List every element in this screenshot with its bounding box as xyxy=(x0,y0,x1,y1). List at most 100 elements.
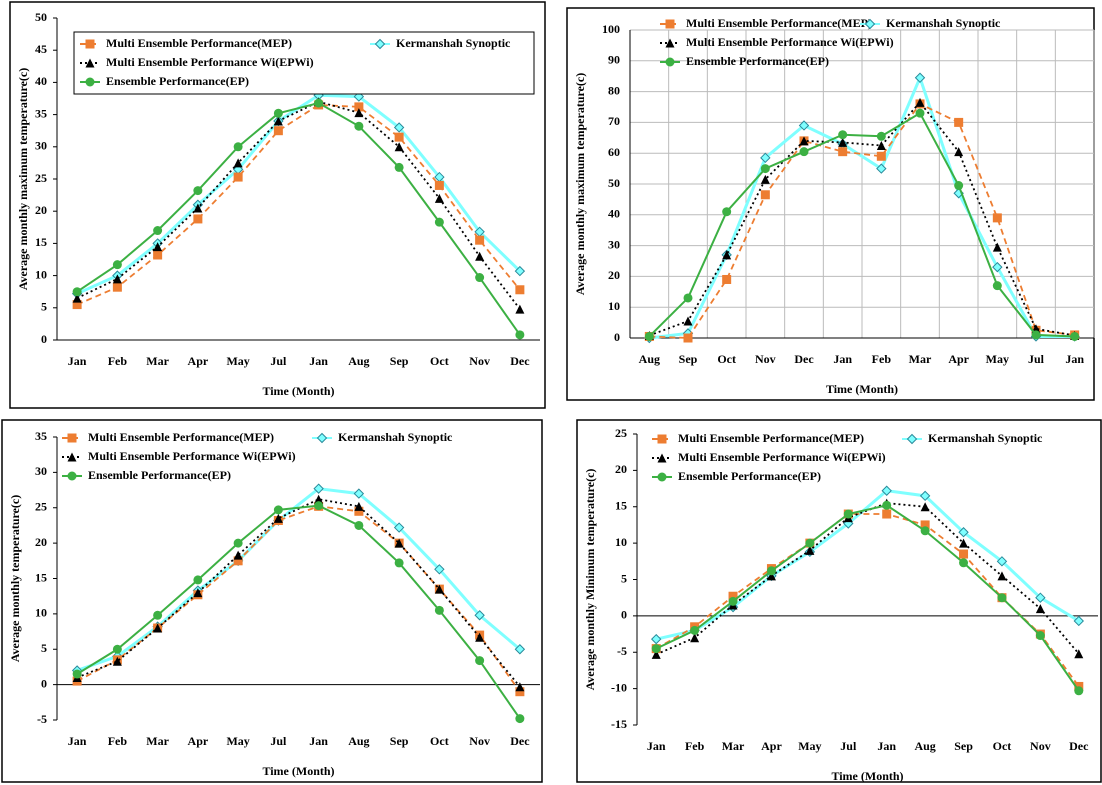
marker xyxy=(233,158,243,168)
y-tick-label: 30 xyxy=(35,139,47,153)
y-tick-label: 40 xyxy=(35,74,47,88)
x-tick-label: Mar xyxy=(722,739,745,753)
marker xyxy=(1035,592,1046,603)
series-line xyxy=(655,504,1080,692)
x-tick-label: Jan xyxy=(647,739,666,753)
marker xyxy=(683,293,693,303)
marker xyxy=(153,242,163,252)
marker xyxy=(915,97,925,107)
x-tick-label: Apr xyxy=(188,354,209,368)
y-tick-label: 70 xyxy=(608,114,620,128)
legend-label: Ensemble Performance(EP) xyxy=(686,54,829,68)
marker xyxy=(665,19,675,29)
x-axis-label: Time (Month) xyxy=(831,769,903,783)
marker xyxy=(514,265,526,277)
x-tick-label: Nov xyxy=(469,354,490,368)
marker xyxy=(85,77,95,87)
marker xyxy=(997,593,1007,603)
legend-label: Multi Ensemble Performance Wi(EPWi) xyxy=(88,449,296,463)
legend-label: Kermanshah Synoptic xyxy=(928,431,1043,445)
marker xyxy=(798,120,810,131)
marker xyxy=(354,520,364,530)
marker xyxy=(881,485,892,496)
x-tick-label: Jan xyxy=(877,739,896,753)
x-tick-label: Sep xyxy=(390,354,409,368)
marker xyxy=(722,274,732,284)
x-tick-label: Oct xyxy=(430,734,449,748)
marker xyxy=(193,588,203,598)
x-tick-label: Sep xyxy=(390,734,409,748)
y-tick-label: 5 xyxy=(41,641,47,655)
marker xyxy=(876,131,886,141)
series-line xyxy=(76,101,521,336)
legend-label: Ensemble Performance(EP) xyxy=(678,469,821,483)
marker xyxy=(876,163,887,174)
marker xyxy=(273,116,283,126)
marker xyxy=(657,453,667,463)
marker xyxy=(475,235,485,245)
x-tick-label: Jan xyxy=(309,734,328,748)
marker xyxy=(1070,331,1080,341)
marker xyxy=(799,136,809,146)
marker xyxy=(992,213,1002,223)
y-tick-label: 10 xyxy=(615,535,627,549)
y-tick-label: 0 xyxy=(621,608,627,622)
marker xyxy=(354,102,364,112)
marker xyxy=(434,193,444,203)
marker xyxy=(273,108,283,118)
y-tick-label: 10 xyxy=(608,299,620,313)
panel-border xyxy=(576,419,1102,783)
marker xyxy=(722,207,732,217)
x-tick-label: Feb xyxy=(108,734,128,748)
marker xyxy=(394,538,404,548)
marker xyxy=(153,623,163,633)
x-tick-label: May xyxy=(226,734,249,748)
panel-border xyxy=(1,419,543,783)
y-tick-label: 0 xyxy=(614,330,620,344)
marker xyxy=(434,564,445,575)
marker xyxy=(434,217,444,227)
marker xyxy=(233,142,243,152)
marker xyxy=(354,108,364,118)
marker xyxy=(838,137,848,147)
marker xyxy=(876,151,886,161)
marker xyxy=(72,287,82,297)
marker xyxy=(958,527,969,538)
x-tick-label: Jan xyxy=(68,734,87,748)
legend-label: Multi Ensemble Performance Wi(EPWi) xyxy=(106,55,314,69)
x-axis-label: Time (Month) xyxy=(262,764,334,778)
marker xyxy=(665,57,675,67)
marker xyxy=(657,472,667,482)
marker xyxy=(193,186,203,196)
marker xyxy=(354,506,364,516)
marker xyxy=(920,526,930,536)
x-tick-label: May xyxy=(986,352,1009,366)
x-tick-label: Oct xyxy=(430,354,449,368)
y-axis-label: Average monthly Minimum temperature(c) xyxy=(583,469,597,691)
marker xyxy=(992,281,1002,291)
x-tick-label: Jan xyxy=(1065,352,1084,366)
marker xyxy=(954,181,964,191)
series-line xyxy=(76,498,521,688)
marker xyxy=(760,152,771,164)
y-tick-label: 80 xyxy=(608,83,620,97)
marker xyxy=(1035,604,1045,614)
marker xyxy=(394,558,404,568)
x-tick-label: Aug xyxy=(348,734,369,748)
y-tick-label: 0 xyxy=(41,332,47,346)
legend-label: Multi Ensemble Performance(MEP) xyxy=(678,431,864,445)
marker xyxy=(919,490,931,502)
x-tick-label: Nov xyxy=(755,352,776,366)
marker xyxy=(233,172,243,182)
y-tick-label: -15 xyxy=(611,717,627,731)
y-tick-label: 90 xyxy=(608,53,620,67)
y-tick-label: 0 xyxy=(41,676,47,690)
marker xyxy=(996,556,1008,567)
marker xyxy=(112,644,122,654)
marker xyxy=(992,242,1002,252)
x-tick-label: Feb xyxy=(108,354,128,368)
marker xyxy=(67,471,77,481)
x-axis-label: Time (Month) xyxy=(262,384,334,398)
marker xyxy=(954,117,964,127)
